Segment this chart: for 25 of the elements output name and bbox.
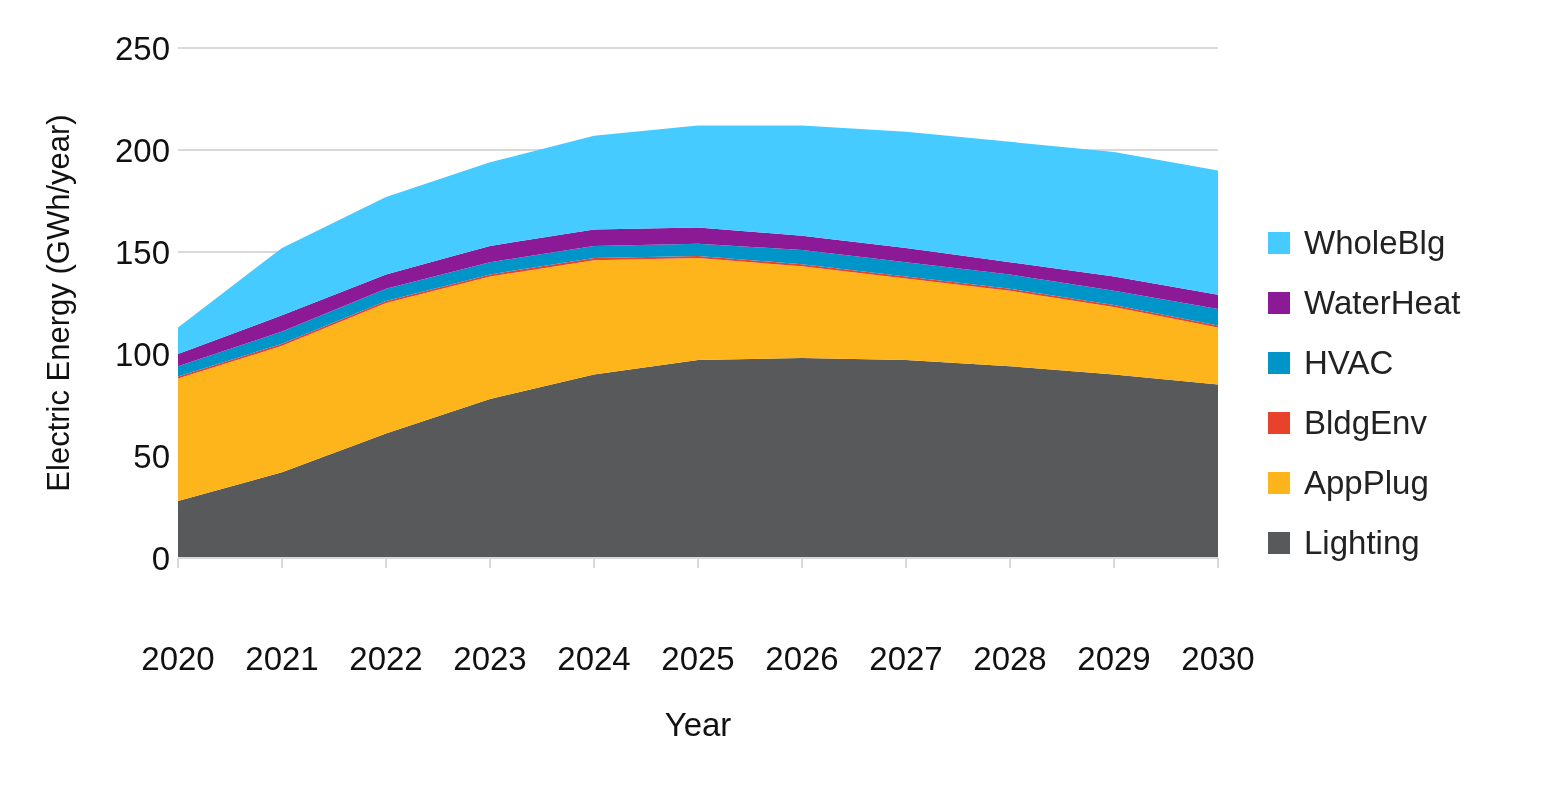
x-tick-label: 2026 xyxy=(765,640,839,677)
x-tick-label: 2020 xyxy=(141,640,215,677)
x-tick-label: 2022 xyxy=(349,640,423,677)
x-axis-title: Year xyxy=(664,706,732,743)
x-tick-label: 2028 xyxy=(973,640,1047,677)
legend-label: AppPlug xyxy=(1304,464,1429,502)
y-tick-label: 50 xyxy=(133,437,170,475)
y-tick-label: 250 xyxy=(114,29,170,67)
x-tick-label: 2025 xyxy=(661,640,735,677)
x-tick-label: 2029 xyxy=(1077,640,1151,677)
x-tick-label: 2027 xyxy=(869,640,943,677)
x-tick-label: 2030 xyxy=(1181,640,1255,677)
legend-label: WaterHeat xyxy=(1304,284,1461,322)
y-tick-label: 0 xyxy=(151,539,170,577)
legend-label: BldgEnv xyxy=(1304,404,1427,442)
legend-label: WholeBlg xyxy=(1304,224,1446,262)
y-tick-label: 100 xyxy=(114,335,170,373)
legend-label: Lighting xyxy=(1304,524,1420,562)
x-tick-label: 2021 xyxy=(245,640,319,677)
x-tick-label: 2024 xyxy=(557,640,631,677)
y-axis-title: Electric Energy (GWh/year) xyxy=(41,114,77,492)
y-tick-label: 150 xyxy=(114,233,170,271)
x-tick-label: 2023 xyxy=(453,640,527,677)
y-tick-label: 200 xyxy=(114,131,170,169)
legend-label: HVAC xyxy=(1304,344,1394,382)
